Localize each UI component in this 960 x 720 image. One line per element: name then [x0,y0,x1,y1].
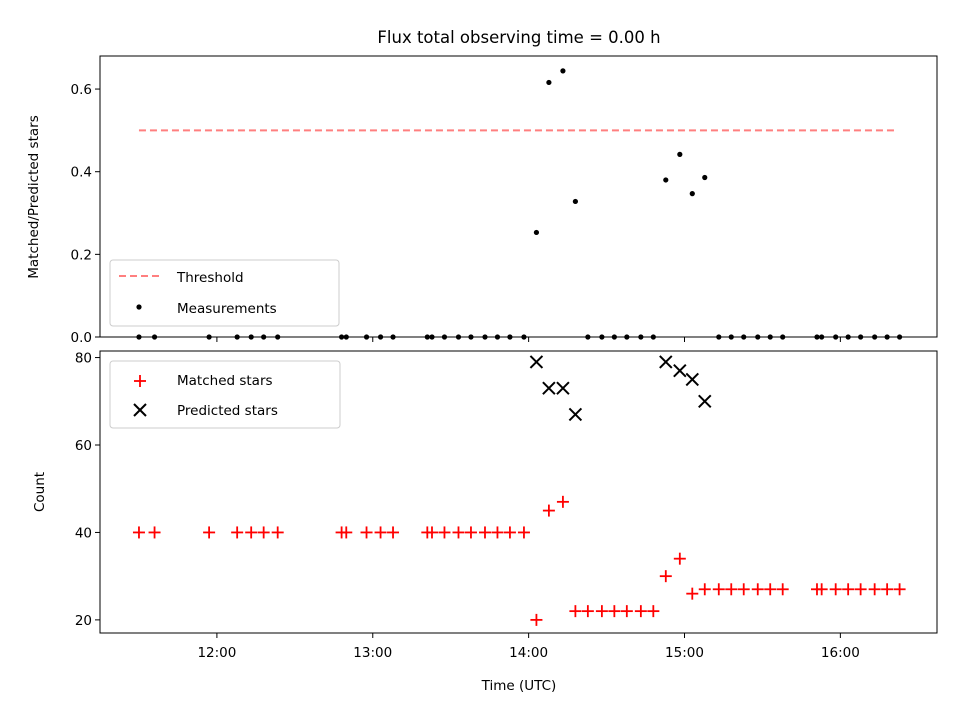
matched-star-marker [868,583,881,596]
matched-star-marker [360,526,373,539]
matched-star-marker [698,583,711,596]
count-y-axis-label: Count [32,472,48,512]
matched-star-marker [854,583,867,596]
measurement-point [689,191,695,197]
matched-star-marker [374,526,387,539]
count-y-tick-label: 20 [75,613,92,629]
x-tick-label: 13:00 [353,645,392,661]
count-axes-frame [99,350,938,634]
ratio-y-tick-label: 0.2 [71,247,92,263]
measurement-point [663,177,669,183]
matched-star-marker [647,605,660,618]
matched-star-marker [387,526,400,539]
matched-star-marker [673,552,686,565]
matched-star-marker [712,583,725,596]
legend-threshold-label: Threshold [176,270,244,286]
matched-star-marker [231,526,244,539]
ratio-y-tick-label: 0.0 [71,330,92,346]
matched-star-marker [581,605,594,618]
matched-star-marker [425,526,438,539]
matched-star-marker [881,583,894,596]
matched-star-marker [517,526,530,539]
predicted-star-marker [556,381,570,395]
ratio-y-tick-label: 0.6 [71,82,92,98]
matched-star-marker [478,526,491,539]
matched-star-marker [148,526,161,539]
measurement-point [533,229,540,236]
ratio-plot-area: 0.0 0.2 0.4 0.6 [71,68,903,346]
matched-star-marker [257,526,270,539]
measurement-point [560,68,566,74]
predicted-star-marker [673,363,687,378]
matched-star-marker [340,526,353,539]
matched-star-marker [452,526,465,539]
matched-star-marker [815,583,828,596]
matched-star-marker [776,583,789,596]
ratio-y-axis-label: Matched/Predicted stars [26,115,42,278]
chart-title: Flux total observing time = 0.00 h [377,28,660,47]
x-tick-label: 16:00 [821,645,860,661]
matched-star-marker [491,526,504,539]
count-plot-area: 20 40 60 80 12:00 13:00 14:00 15:00 16:00 [75,351,906,661]
matched-star-marker [542,504,555,517]
count-legend: Matched stars Predicted stars [109,360,341,429]
matched-star-marker [737,583,750,596]
matched-star-marker [530,613,543,626]
ratio-axes-frame [99,55,938,338]
matched-star-marker [569,605,582,618]
matched-star-marker [438,526,451,539]
count-y-tick-label: 60 [75,438,92,454]
x-axis-label: Time (UTC) [481,678,557,694]
matched-star-marker [659,570,672,583]
legend-matched-label: Matched stars [177,373,273,389]
ratio-legend: Threshold Measurements [109,259,340,327]
matched-star-marker [556,495,569,508]
matched-star-marker [503,526,516,539]
matched-star-marker [751,583,764,596]
matched-star-marker [608,605,621,618]
ratio-y-tick-label: 0.4 [71,165,92,181]
matched-star-marker [595,605,608,618]
predicted-star-marker [568,407,583,422]
legend-predicted-swatch [133,403,147,417]
count-legend-box [109,360,341,429]
matched-star-marker [620,605,633,618]
measurement-point [572,198,578,205]
predicted-star-marker [542,381,556,395]
count-y-tick-label: 80 [75,351,92,367]
matched-star-marker [132,526,145,539]
matched-star-marker [725,583,738,596]
ratio-legend-box [109,259,340,327]
x-tick-label: 14:00 [509,645,548,661]
matched-star-marker [271,526,284,539]
legend-measurements-swatch [136,304,142,310]
matched-star-marker [764,583,777,596]
matched-star-marker [245,526,258,539]
measurement-point [546,79,552,86]
matched-star-marker [634,605,647,618]
predicted-star-marker [685,372,699,387]
matched-star-marker [829,583,842,596]
x-tick-label: 12:00 [197,645,236,661]
ratio-panel: Flux total observing time = 0.00 h Match… [26,28,938,346]
predicted-star-marker [659,355,673,369]
legend-matched-swatch [134,375,146,387]
matched-star-marker [842,583,855,596]
measurement-point [677,151,683,157]
legend-measurements-label: Measurements [177,301,277,317]
matched-star-marker [893,583,906,596]
measurement-point [702,174,708,181]
predicted-star-marker [698,394,712,408]
count-panel: Count Time (UTC) 20 40 60 80 12:00 13:00 14:00… [32,350,938,694]
legend-predicted-label: Predicted stars [177,403,278,419]
matched-star-marker [203,526,216,539]
matched-star-marker [464,526,477,539]
matched-star-marker [686,587,699,600]
predicted-star-marker [529,355,544,369]
count-y-tick-label: 40 [75,525,92,541]
x-tick-label: 15:00 [665,645,704,661]
